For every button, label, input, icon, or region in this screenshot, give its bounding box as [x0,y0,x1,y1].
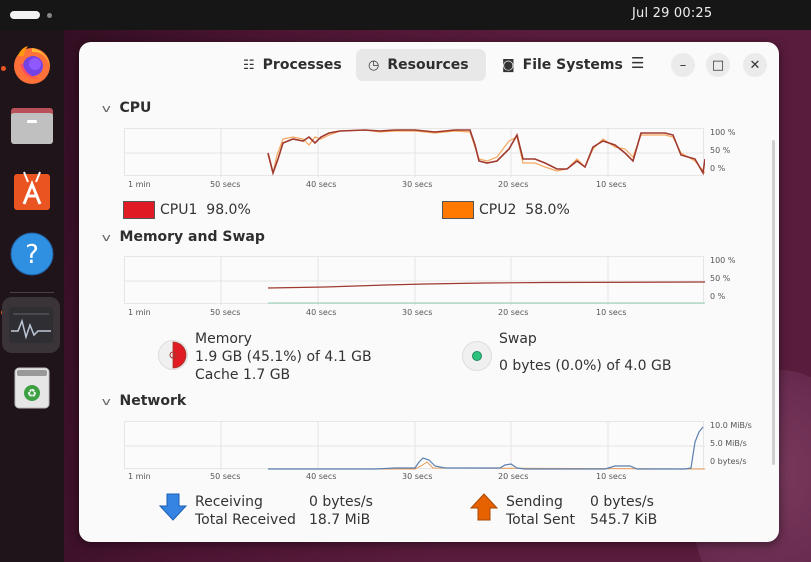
top-bar: Jul 29 00:25 [0,0,811,30]
dock-app-center[interactable] [8,166,56,214]
help-icon: ? [10,232,54,276]
firefox-icon [14,46,50,84]
memory-x-axis: 1 min 50 secs 40 secs 30 secs 20 secs 10… [128,308,627,317]
memory-graph [124,256,705,305]
cpu1-legend: CPU1 98.0% [123,201,251,219]
header-bar: ☷ Processes ◷ Resources ◙ File Systems ☰… [79,42,779,88]
cpu-title: CPU [119,100,152,116]
dock-files[interactable] [8,102,56,150]
sending-info: Sending Total Sent [506,494,576,528]
cpu-x-axis: 1 min 50 secs 40 secs 30 secs 20 secs 10… [128,180,627,189]
clock[interactable]: Jul 29 00:25 [632,6,713,21]
dock-help[interactable]: ? [8,230,56,278]
running-indicator [1,66,6,71]
swap-pie-chart[interactable] [462,341,492,371]
cpu1-color-button[interactable] [123,201,155,219]
receiving-arrow-icon[interactable] [158,492,188,522]
trash-icon: ♻ [14,367,50,409]
system-monitor-icon [9,307,53,343]
system-monitor-window: ☷ Processes ◷ Resources ◙ File Systems ☰… [79,42,779,542]
memory-section-header[interactable]: v Memory and Swap [101,229,265,245]
tab-label: Processes [262,57,342,73]
dock-separator [10,292,54,293]
network-x-axis: 1 min 50 secs 40 secs 30 secs 20 secs 10… [128,472,627,481]
network-section-header[interactable]: v Network [101,393,187,409]
receiving-values: 0 bytes/s 18.7 MiB [309,494,373,528]
cpu-graph [124,128,705,177]
gauge-icon: ◷ [368,57,380,73]
memory-title: Memory and Swap [119,229,265,245]
network-title: Network [119,393,187,409]
cpu2-legend: CPU2 58.0% [442,201,570,219]
close-button[interactable]: ✕ [743,53,767,77]
chevron-down-icon: v [101,101,111,115]
tab-resources[interactable]: ◷ Resources [356,49,486,81]
cpu2-color-button[interactable] [442,201,474,219]
tab-processes[interactable]: ☷ Processes [231,49,354,81]
network-graph [124,421,705,470]
tab-label: Resources [387,57,469,73]
swap-info: Swap 0 bytes (0.0%) of 4.0 GB [499,331,672,374]
memory-pie-chart[interactable] [158,340,188,370]
chevron-down-icon: v [101,394,111,408]
activities-button[interactable] [10,11,40,19]
memory-info: Memory 1.9 GB (45.1%) of 4.1 GB Cache 1.… [195,331,372,383]
receiving-info: Receiving Total Received [195,494,296,528]
dock-firefox[interactable] [8,40,56,88]
vertical-scrollbar[interactable] [772,140,775,465]
svg-text:?: ? [25,240,39,270]
minimize-button[interactable]: – [671,53,695,77]
sending-values: 0 bytes/s 545.7 KiB [590,494,658,528]
dock-trash[interactable]: ♻ [8,364,56,412]
disk-icon: ◙ [502,57,515,73]
cpu-section-header[interactable]: v CPU [101,100,152,116]
dock: ? ♻ [0,30,64,562]
tab-label: File Systems [522,57,623,73]
main-menu-button[interactable]: ☰ [631,54,645,72]
dock-system-monitor[interactable] [2,297,60,353]
folder-icon [11,108,53,144]
chevron-down-icon: v [101,230,111,244]
workspace-indicator[interactable] [47,13,52,18]
svg-text:♻: ♻ [27,387,37,400]
tab-file-systems[interactable]: ◙ File Systems [490,49,635,81]
resources-panel: v CPU 1 min 50 secs 40 secs 30 secs 20 s… [79,88,775,542]
maximize-button[interactable]: □ [706,53,730,77]
list-icon: ☷ [243,57,255,73]
app-center-icon [14,171,50,210]
sending-arrow-icon[interactable] [469,492,499,522]
